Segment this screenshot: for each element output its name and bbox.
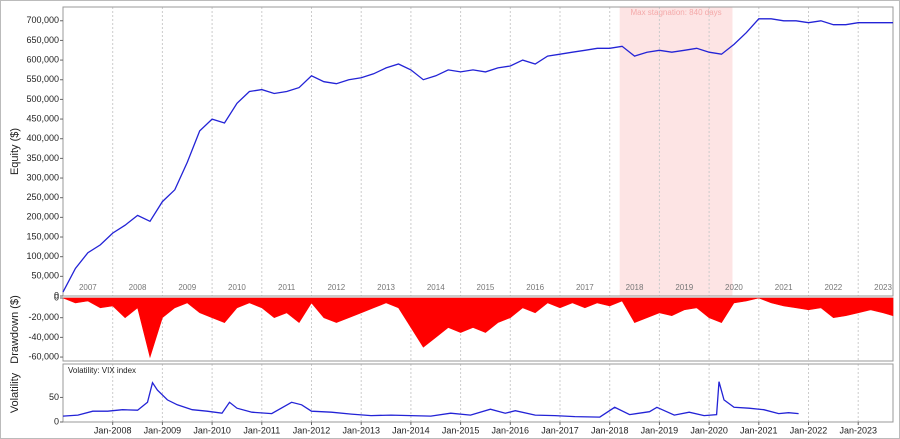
- x-tick-label: Jan-2010: [193, 425, 231, 435]
- x-tick-label: Jan-2016: [492, 425, 530, 435]
- year-label: 2016: [526, 283, 544, 292]
- y-tick-label: 50,000: [31, 271, 59, 281]
- x-tick-label: Jan-2011: [243, 425, 280, 435]
- year-label: 2011: [278, 283, 296, 292]
- x-tick-label: Jan-2013: [342, 425, 380, 435]
- panel-title: Volatility: VIX index: [68, 366, 136, 375]
- panel-frame: [62, 363, 894, 423]
- y-tick-label: 0: [54, 290, 59, 300]
- year-label: 2008: [129, 283, 147, 292]
- y-axis-label: Equity ($): [9, 128, 21, 175]
- y-axis-label: Volatility: [9, 372, 21, 413]
- y-tick-label: 350,000: [26, 153, 59, 163]
- y-tick-label: 200,000: [26, 212, 59, 222]
- y-axis-label: Drawdown ($): [9, 295, 21, 363]
- x-tick-label: Jan-2019: [641, 425, 679, 435]
- x-tick-label: Jan-2015: [442, 425, 480, 435]
- year-label: 2013: [377, 283, 395, 292]
- y-tick-label: 150,000: [26, 231, 59, 241]
- year-label: 2018: [626, 283, 644, 292]
- y-tick-label: 300,000: [26, 172, 59, 182]
- x-tick-label: Jan-2008: [94, 425, 132, 435]
- y-tick-label: -40,000: [28, 332, 59, 342]
- series-line: [62, 381, 799, 418]
- y-tick-label: 100,000: [26, 251, 59, 261]
- year-label: 2009: [178, 283, 196, 292]
- year-label: 2020: [725, 283, 743, 292]
- year-label: 2017: [576, 283, 594, 292]
- series-line: [62, 18, 893, 293]
- y-tick-label: 50: [49, 392, 59, 402]
- x-tick-label: Jan-2020: [690, 425, 728, 435]
- x-tick-label: Jan-2023: [839, 425, 877, 435]
- stagnation-band: [619, 7, 733, 296]
- x-tick-label: Jan-2014: [392, 425, 430, 435]
- y-tick-label: 250,000: [26, 192, 59, 202]
- y-tick-label: 400,000: [26, 133, 59, 143]
- year-label: 2010: [228, 283, 246, 292]
- y-tick-label: 700,000: [26, 15, 59, 25]
- year-label: 2012: [327, 283, 345, 292]
- y-tick-label: 550,000: [26, 74, 59, 84]
- series-area: [62, 297, 894, 359]
- x-tick-label: Jan-2021: [740, 425, 778, 435]
- x-tick-label: Jan-2009: [144, 425, 182, 435]
- year-label: 2019: [675, 283, 693, 292]
- y-tick-label: 0: [54, 292, 59, 302]
- year-label: 2022: [824, 283, 842, 292]
- year-label: 2007: [79, 283, 97, 292]
- year-label: 2023: [874, 283, 892, 292]
- y-tick-label: -20,000: [28, 312, 59, 322]
- stagnation-label: Max stagnation: 840 days: [630, 8, 721, 17]
- x-tick-label: Jan-2012: [293, 425, 331, 435]
- y-tick-label: -60,000: [28, 351, 59, 361]
- year-label: 2021: [775, 283, 793, 292]
- year-label: 2015: [477, 283, 495, 292]
- x-tick-label: Jan-2017: [541, 425, 579, 435]
- y-tick-label: 600,000: [26, 54, 59, 64]
- y-tick-label: 0: [54, 416, 59, 426]
- year-label: 2014: [427, 283, 445, 292]
- y-tick-label: 650,000: [26, 35, 59, 45]
- x-tick-label: Jan-2022: [790, 425, 828, 435]
- x-tick-label: Jan-2018: [591, 425, 629, 435]
- y-tick-label: 450,000: [26, 113, 59, 123]
- panel-frame: [62, 6, 894, 297]
- y-tick-label: 500,000: [26, 94, 59, 104]
